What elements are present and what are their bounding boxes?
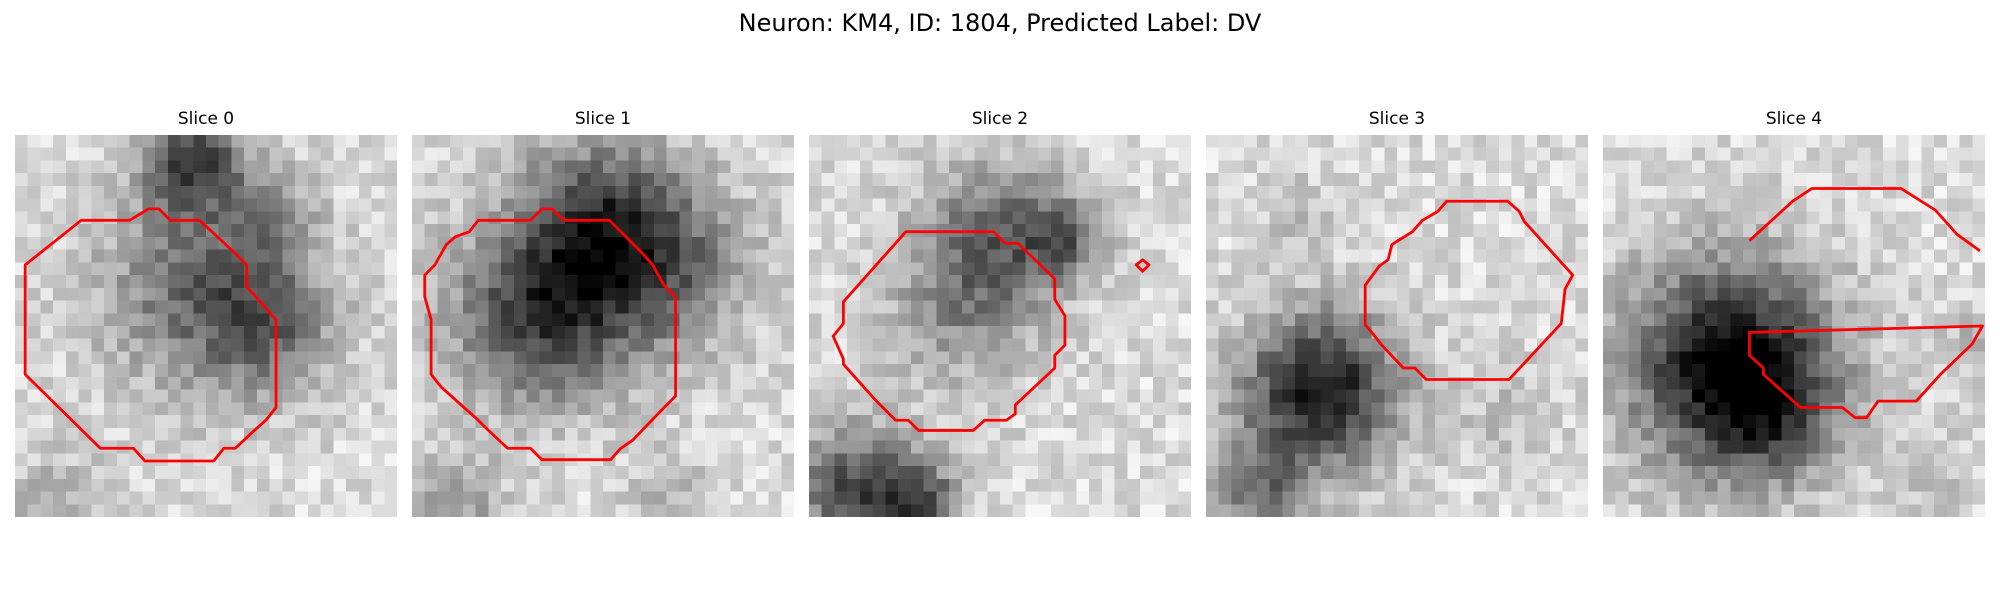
segmentation-contour-3 xyxy=(1363,199,1575,381)
slice-title-1: Slice 1 xyxy=(574,109,632,129)
figure-title: Neuron: KM4, ID: 1804, Predicted Label: … xyxy=(738,9,1262,37)
segmentation-contour-2 xyxy=(831,230,1151,432)
slice-image-2 xyxy=(809,135,1191,517)
slice-image-4 xyxy=(1603,135,1985,517)
slice-title-4: Slice 4 xyxy=(1765,109,1823,129)
slice-image-3 xyxy=(1206,135,1588,517)
slice-image-1 xyxy=(412,135,794,517)
slice-title-2: Slice 2 xyxy=(971,109,1029,129)
segmentation-contour-1 xyxy=(423,207,677,462)
slice-title-0: Slice 0 xyxy=(177,109,235,129)
slice-title-3: Slice 3 xyxy=(1368,109,1426,129)
segmentation-contour-4 xyxy=(1748,187,1984,420)
segmentation-contour-0 xyxy=(23,207,278,463)
slice-image-0 xyxy=(15,135,397,517)
